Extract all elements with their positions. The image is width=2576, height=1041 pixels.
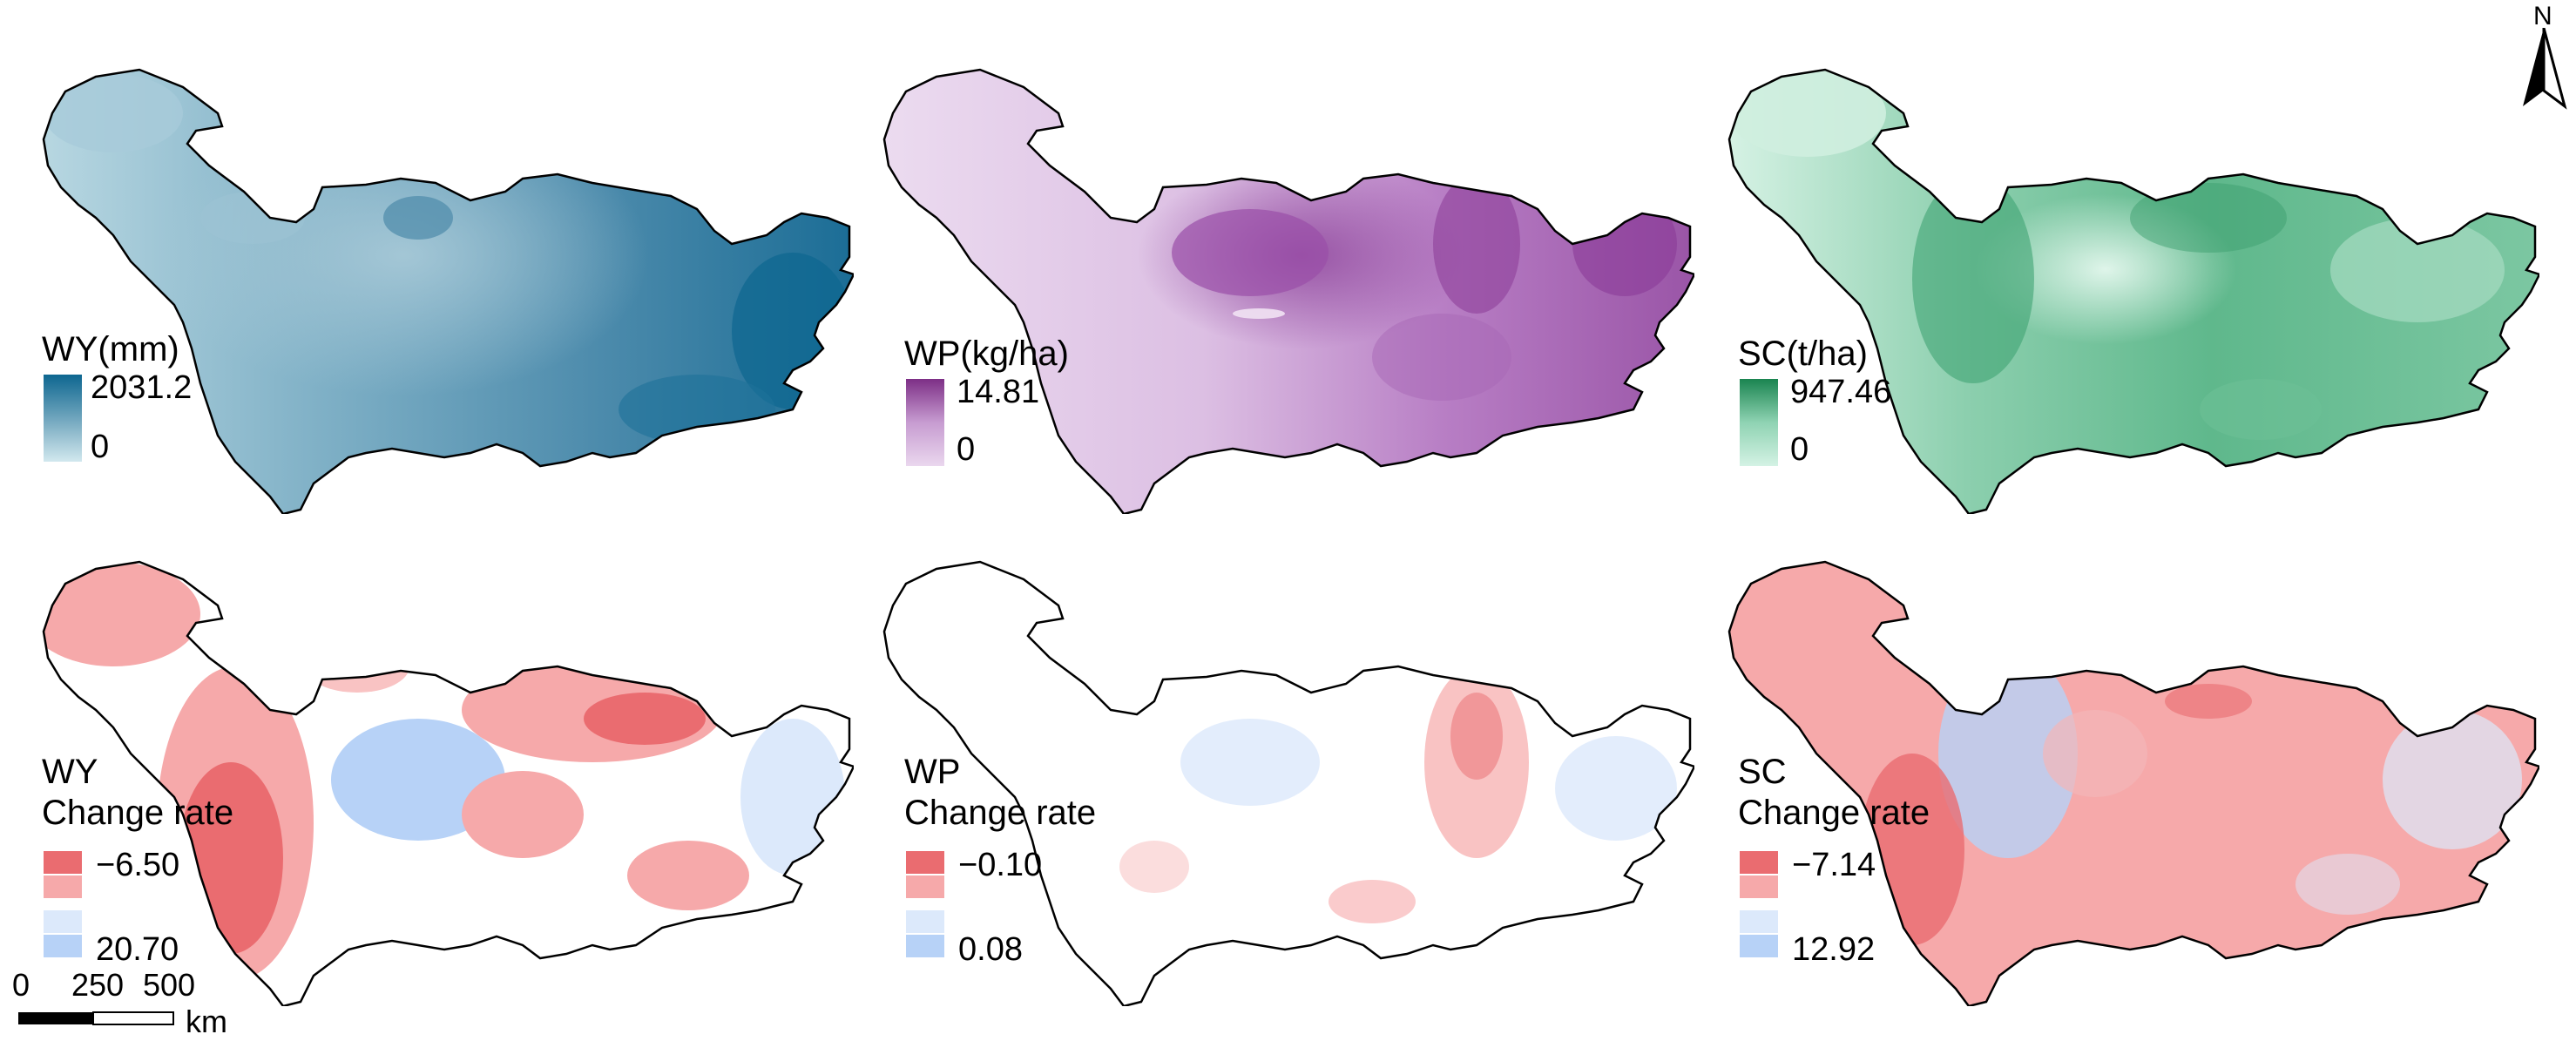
wp-change-legend-pos: 0.08 — [958, 931, 1023, 968]
sc-change-legend-title-2: Change rate — [1738, 794, 1930, 832]
wp-change-swatch-neg-strong — [906, 851, 944, 874]
scale-bar-tick-0: 0 — [12, 967, 30, 1003]
sc-change-map — [1727, 560, 2539, 1006]
wp-legend-gradient — [906, 379, 944, 466]
wy-legend-gradient — [44, 375, 82, 462]
sc-change-legend-title-1: SC — [1738, 753, 1787, 791]
wp-legend-min: 0 — [957, 431, 976, 468]
wy-change-legend-title-1: WY — [42, 753, 98, 791]
scale-bar-tick-250: 250 — [71, 967, 125, 1003]
wp-change-swatch-pos-light — [906, 910, 944, 933]
wy-change-legend-neg: −6.50 — [96, 847, 180, 883]
north-arrow: N — [2518, 0, 2570, 113]
scale-bar-graphic — [18, 1011, 174, 1025]
sc-legend-min: 0 — [1790, 431, 1809, 468]
wp-change-legend-title-1: WP — [904, 753, 961, 791]
sc-change-swatch-neg-strong — [1740, 851, 1778, 874]
sc-map — [1727, 68, 2539, 514]
wp-change-swatch-pos-strong — [906, 935, 944, 957]
wp-change-swatch-neg-light — [906, 875, 944, 898]
wy-change-swatch-pos-strong — [44, 935, 82, 957]
sc-change-swatch-pos-strong — [1740, 935, 1778, 957]
wy-legend-max: 2031.2 — [91, 369, 193, 406]
sc-change-swatch-neg-light — [1740, 875, 1778, 898]
wp-map-panel: WP(kg/ha) 14.81 0 — [876, 44, 1694, 514]
wp-legend-max: 14.81 — [957, 374, 1040, 410]
sc-map-panel: SC(t/ha) 947.46 0 — [1721, 44, 2539, 514]
sc-change-map-panel: SC Change rate −7.14 12.92 — [1721, 536, 2539, 1006]
wy-change-legend-title-2: Change rate — [42, 794, 234, 832]
wy-map — [42, 68, 854, 514]
wp-change-legend-title-2: Change rate — [904, 794, 1097, 832]
scale-bar: 0 250 500 km — [12, 967, 253, 1041]
sc-legend-max: 947.46 — [1790, 374, 1892, 410]
sc-legend-gradient — [1740, 379, 1778, 466]
wp-change-legend-neg: −0.10 — [958, 847, 1043, 883]
wp-change-map-panel: WP Change rate −0.10 0.08 — [876, 536, 1694, 1006]
north-arrow-label: N — [2533, 2, 2552, 30]
wy-change-legend-pos: 20.70 — [96, 931, 179, 968]
wy-change-map-panel: WY Change rate −6.50 20.70 — [35, 536, 854, 1006]
wp-change-map — [882, 560, 1694, 1006]
wp-map — [882, 68, 1694, 514]
wy-legend-min: 0 — [91, 429, 110, 465]
wy-legend-title: WY(mm) — [42, 330, 179, 368]
wy-change-swatch-pos-light — [44, 910, 82, 933]
wy-change-swatch-neg-light — [44, 875, 82, 898]
scale-bar-tick-500: 500 — [143, 967, 196, 1003]
wy-map-panel: WY(mm) 2031.2 0 — [35, 44, 854, 514]
north-arrow-icon — [2523, 28, 2567, 110]
sc-change-swatch-pos-light — [1740, 910, 1778, 933]
wy-change-swatch-neg-strong — [44, 851, 82, 874]
wy-change-map — [42, 560, 854, 1006]
sc-change-legend-pos: 12.92 — [1792, 931, 1876, 968]
wp-legend-title: WP(kg/ha) — [904, 335, 1069, 373]
sc-legend-title: SC(t/ha) — [1738, 335, 1868, 373]
scale-bar-unit: km — [186, 1004, 227, 1039]
sc-change-legend-neg: −7.14 — [1792, 847, 1876, 883]
